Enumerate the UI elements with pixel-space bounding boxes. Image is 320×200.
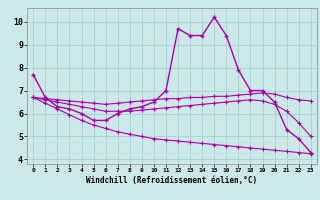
X-axis label: Windchill (Refroidissement éolien,°C): Windchill (Refroidissement éolien,°C) [86, 176, 258, 185]
